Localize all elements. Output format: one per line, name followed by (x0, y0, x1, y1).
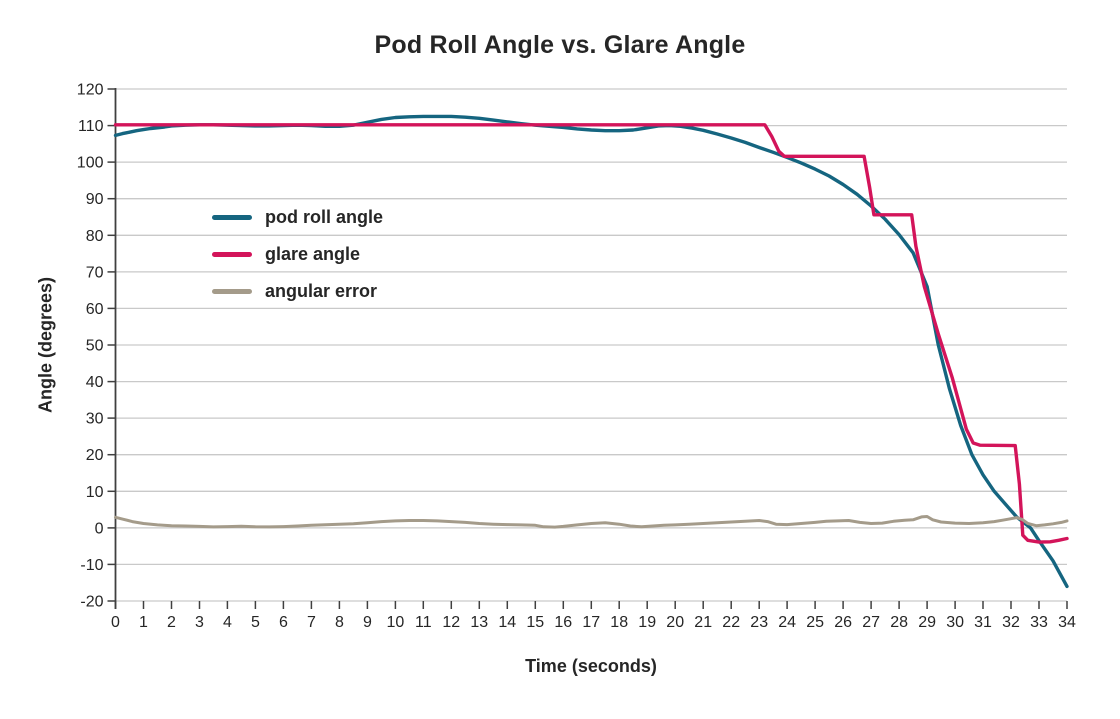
y-tick-label: 70 (86, 264, 104, 281)
x-tick-label: 6 (279, 614, 288, 631)
x-tick-label: 19 (638, 614, 656, 631)
x-tick-label: 29 (918, 614, 936, 631)
x-tick-label: 8 (335, 614, 344, 631)
y-tick-label: -10 (80, 557, 103, 574)
x-tick-label: 9 (363, 614, 372, 631)
x-tick-label: 0 (111, 614, 120, 631)
x-tick-label: 34 (1058, 614, 1076, 631)
x-tick-label: 33 (1030, 614, 1048, 631)
y-tick-label: 80 (86, 228, 104, 245)
x-tick-label: 1 (139, 614, 148, 631)
x-tick-label: 12 (442, 614, 460, 631)
y-tick-label: 0 (95, 520, 104, 537)
x-tick-label: 14 (498, 614, 516, 631)
x-tick-label: 11 (415, 614, 432, 631)
x-tick-label: 23 (750, 614, 768, 631)
x-tick-label: 22 (722, 614, 740, 631)
legend-label: pod roll angle (265, 207, 384, 227)
legend-swatch (212, 252, 252, 257)
x-tick-label: 15 (526, 614, 544, 631)
legend-label: glare angle (265, 244, 361, 264)
legend: pod roll angle glare angle angular error (212, 206, 383, 303)
x-tick-label: 28 (890, 614, 908, 631)
y-tick-label: -20 (80, 594, 103, 611)
y-tick-label: 50 (86, 338, 104, 355)
x-tick-label: 13 (470, 614, 488, 631)
y-tick-label: 100 (77, 155, 104, 172)
y-tick-label: 20 (86, 447, 104, 464)
legend-item: glare angle (212, 243, 383, 266)
x-tick-label: 21 (694, 614, 712, 631)
series-glare-angle (113, 123, 1069, 544)
x-tick-label: 16 (554, 614, 572, 631)
legend-swatch (212, 215, 252, 220)
x-tick-label: 18 (610, 614, 628, 631)
x-tick-label: 7 (307, 614, 316, 631)
y-tick-label: 60 (86, 301, 104, 318)
legend-label: angular error (265, 281, 378, 301)
x-tick-label: 3 (195, 614, 204, 631)
legend-swatch (212, 289, 252, 294)
y-tick-label: 40 (86, 374, 104, 391)
x-tick-label: 32 (1002, 614, 1020, 631)
y-tick-label: 110 (78, 118, 104, 135)
x-tick-label: 10 (387, 614, 405, 631)
x-tick-label: 2 (167, 614, 176, 631)
x-tick-label: 5 (251, 614, 260, 631)
y-tick-label: 30 (86, 411, 104, 428)
x-tick-label: 30 (946, 614, 964, 631)
x-tick-label: 31 (974, 614, 992, 631)
chart-title: Pod Roll Angle vs. Glare Angle (374, 31, 746, 59)
x-tick-label: 25 (806, 614, 824, 631)
y-tick-label: 120 (77, 82, 104, 99)
x-tick-label: 27 (862, 614, 880, 631)
y-tick-label: 10 (86, 484, 104, 501)
x-axis-title: Time (seconds) (525, 656, 657, 676)
x-tick-label: 26 (834, 614, 852, 631)
y-tick-label: 90 (86, 191, 104, 208)
legend-item: pod roll angle (212, 206, 383, 229)
x-tick-label: 4 (223, 614, 232, 631)
series-angular-error (114, 515, 1069, 529)
x-tick-label: 20 (666, 614, 684, 631)
x-tick-label: 17 (582, 614, 600, 631)
x-tick-label: 24 (778, 614, 796, 631)
legend-item: angular error (212, 280, 383, 303)
